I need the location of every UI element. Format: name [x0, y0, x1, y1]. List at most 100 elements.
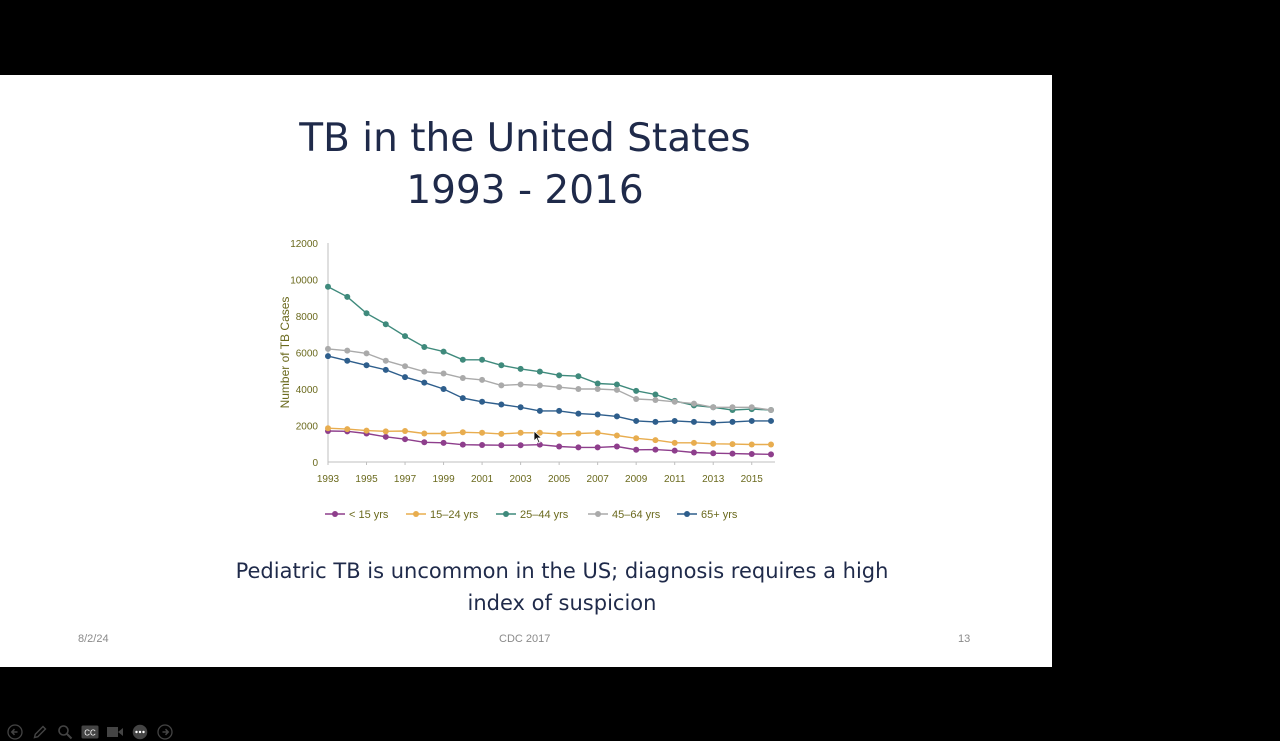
legend-swatch-marker	[684, 511, 690, 517]
data-point	[556, 430, 563, 437]
data-point	[363, 362, 370, 369]
data-point	[575, 430, 582, 437]
back-arrow-icon[interactable]	[5, 723, 25, 741]
data-point	[594, 429, 601, 436]
data-point	[633, 435, 640, 442]
data-point	[652, 446, 659, 453]
y-tick-label: 2000	[296, 422, 319, 433]
data-point	[594, 411, 601, 418]
forward-arrow-icon[interactable]	[155, 723, 175, 741]
data-point	[479, 442, 486, 449]
data-point	[498, 442, 505, 449]
y-tick-label: 0	[312, 458, 318, 469]
data-point	[325, 345, 331, 352]
data-point	[363, 310, 370, 317]
data-point	[517, 442, 524, 449]
slide-title: TB in the United States 1993 - 2016	[299, 116, 751, 213]
data-point	[690, 400, 697, 407]
series-line	[327, 286, 772, 411]
data-point	[710, 450, 717, 457]
data-point	[402, 333, 409, 340]
data-point	[536, 407, 543, 414]
y-tick-label: 10000	[290, 276, 318, 287]
x-tick-label: 2007	[587, 474, 610, 485]
data-point	[729, 441, 736, 448]
data-point	[517, 381, 524, 388]
legend-label: 25–44 yrs	[520, 509, 569, 521]
legend-label: 65+ yrs	[701, 509, 738, 521]
presenter-toolbar: CC	[0, 723, 175, 741]
data-point	[575, 386, 582, 392]
data-point	[517, 404, 524, 411]
data-point	[479, 429, 486, 436]
series-line	[327, 430, 772, 455]
data-point	[402, 363, 409, 370]
data-point	[594, 380, 601, 387]
data-point	[613, 443, 620, 450]
data-point	[575, 444, 582, 451]
data-point	[556, 407, 563, 414]
series-2	[325, 283, 774, 413]
data-point	[652, 391, 659, 398]
data-point	[344, 347, 351, 354]
x-tick-label: 2001	[471, 474, 494, 485]
data-point	[671, 417, 678, 424]
data-point	[652, 396, 659, 403]
data-point	[382, 357, 389, 364]
series-line	[327, 427, 771, 446]
data-point	[671, 398, 678, 405]
y-tick-label: 4000	[296, 385, 319, 396]
data-point	[690, 418, 697, 425]
data-point	[652, 418, 659, 425]
pen-icon[interactable]	[30, 723, 50, 741]
x-tick-label: 2003	[509, 474, 532, 485]
data-point	[556, 384, 563, 391]
x-tick-label: 2009	[625, 474, 648, 485]
x-tick-label: 2011	[664, 474, 686, 485]
data-point	[498, 382, 505, 389]
magnifier-icon[interactable]	[55, 723, 75, 741]
data-point	[536, 368, 543, 375]
data-point	[556, 372, 563, 379]
data-point	[325, 425, 331, 432]
data-point	[459, 441, 466, 448]
data-point	[556, 443, 563, 450]
data-point	[575, 373, 582, 380]
y-axis-title: Number of TB Cases	[278, 297, 292, 409]
data-point	[402, 436, 409, 443]
data-point	[633, 446, 640, 453]
data-point	[498, 401, 505, 408]
data-point	[459, 429, 466, 436]
data-point	[748, 404, 755, 411]
slide: TB in the United States 1993 - 2016 0 200…	[0, 75, 1052, 740]
data-point	[459, 395, 466, 402]
x-tick-label: 1999	[432, 474, 455, 485]
series-1	[325, 425, 774, 448]
data-point	[768, 417, 774, 424]
data-point	[363, 427, 370, 434]
slide-number: 13	[958, 633, 971, 645]
captions-icon[interactable]: CC	[80, 723, 100, 741]
data-point	[594, 444, 601, 451]
x-tick-label: 1995	[355, 474, 378, 485]
data-point	[344, 293, 351, 300]
camera-icon[interactable]	[105, 723, 125, 741]
data-point	[402, 427, 409, 434]
data-point	[710, 404, 717, 411]
data-point	[613, 381, 620, 388]
legend-label: 15–24 yrs	[430, 509, 479, 521]
data-point	[536, 429, 543, 436]
data-point	[768, 441, 774, 448]
series-3	[325, 345, 774, 413]
data-point	[613, 413, 620, 420]
data-point	[363, 350, 370, 357]
data-point	[536, 382, 543, 389]
data-point	[710, 419, 717, 426]
legend-label: < 15 yrs	[349, 509, 389, 521]
x-tick-label: 1993	[317, 474, 340, 485]
more-icon[interactable]	[130, 723, 150, 741]
data-point	[517, 365, 524, 372]
data-point	[459, 375, 466, 382]
data-point	[613, 386, 620, 393]
series-0	[325, 427, 774, 458]
